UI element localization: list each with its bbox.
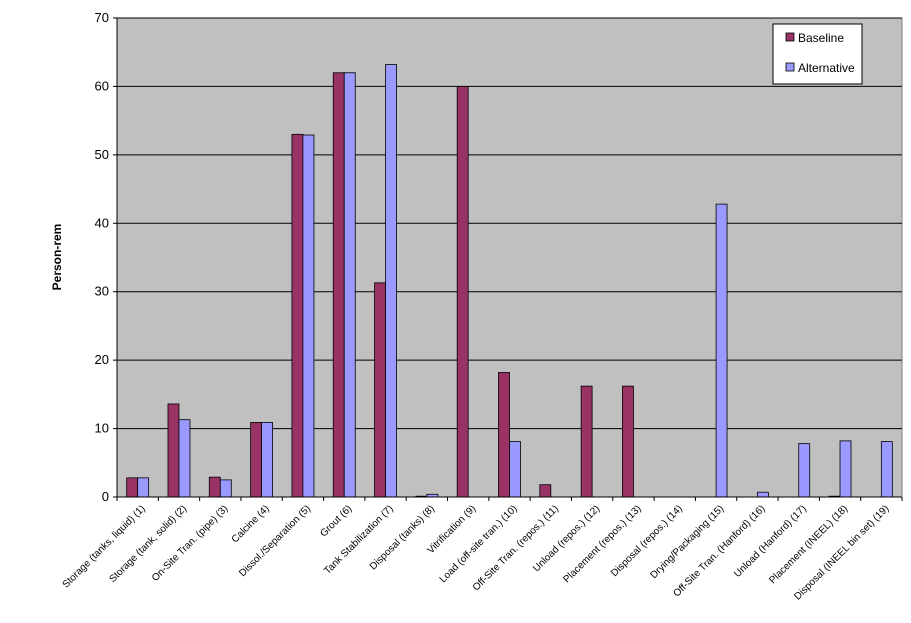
bar-baseline-1 bbox=[126, 477, 139, 498]
bar-alternative-18 bbox=[839, 440, 852, 498]
bar-alternative-16 bbox=[756, 491, 769, 498]
bar-baseline-10 bbox=[498, 372, 510, 498]
bar-baseline-5 bbox=[291, 133, 304, 498]
x-tick-label: Dissol./Separation (5) bbox=[237, 503, 313, 579]
x-tick-label: Calcine (4) bbox=[230, 503, 272, 545]
x-tick-label: On-Site Tran. (pipe) (3) bbox=[150, 503, 230, 583]
legend-label-alternative: Alternative bbox=[798, 61, 855, 75]
bar-alternative-10 bbox=[509, 441, 521, 498]
legend-swatch-baseline bbox=[785, 32, 795, 42]
bar-baseline-3 bbox=[208, 476, 221, 498]
x-tick-labels: Storage (tanks, liquid) (1)Storage (tank… bbox=[61, 497, 903, 602]
bar-alternative-3 bbox=[219, 479, 232, 498]
x-tick-label: Placement (repos.) (13) bbox=[562, 503, 644, 585]
x-tick-label: Load (off-site tran.) (10) bbox=[438, 503, 520, 585]
y-tick-label: 70 bbox=[95, 10, 109, 25]
x-tick-label: Placement (INEEL) (18) bbox=[767, 503, 850, 586]
legend-label-baseline: Baseline bbox=[798, 31, 844, 45]
bar-baseline-2 bbox=[167, 403, 180, 498]
y-tick-label: 60 bbox=[95, 78, 109, 93]
bar-alternative-1 bbox=[137, 477, 150, 498]
bar-baseline-12 bbox=[580, 385, 593, 498]
y-tick-label: 20 bbox=[95, 352, 109, 367]
bar-baseline-9 bbox=[456, 86, 469, 498]
y-tick-label: 10 bbox=[95, 421, 109, 436]
y-tick-label: 30 bbox=[95, 284, 109, 299]
gridlines bbox=[117, 17, 902, 430]
bar-baseline-11 bbox=[539, 484, 552, 498]
legend-swatch-alternative bbox=[785, 62, 795, 72]
x-tick-label: Unload (Hanford) (17) bbox=[732, 503, 809, 580]
bar-alternative-15 bbox=[715, 203, 728, 498]
x-tick-label: Tank Stabilization (7) bbox=[322, 503, 395, 576]
y-tick-label: 40 bbox=[95, 215, 109, 230]
y-axis-label: Person-rem bbox=[50, 224, 64, 291]
bar-alternative-7 bbox=[385, 64, 397, 498]
bar-baseline-6 bbox=[332, 72, 345, 498]
y-tick-label: 0 bbox=[102, 489, 109, 504]
y-tick-label: 50 bbox=[95, 147, 109, 162]
bar-alternative-2 bbox=[178, 419, 191, 498]
bar-alternative-4 bbox=[261, 422, 274, 498]
x-tick-label: Storage (tanks, liquid) (1) bbox=[61, 503, 148, 590]
x-tick-label: Disposal (repos.) (14) bbox=[609, 503, 685, 579]
axes bbox=[116, 18, 902, 498]
bar-alternative-6 bbox=[343, 72, 356, 498]
bar-alternative-17 bbox=[798, 443, 811, 498]
bar-alternative-19 bbox=[880, 441, 893, 498]
x-tick-label: Storage (tank, solid) (2) bbox=[107, 503, 189, 585]
y-tick-labels: 0 10 20 30 40 50 60 70 bbox=[95, 10, 117, 504]
bar-baseline-7 bbox=[374, 282, 386, 498]
bar-baseline-4 bbox=[250, 422, 263, 498]
bar-baseline-13 bbox=[622, 385, 634, 498]
x-tick-label: Grout (6) bbox=[318, 503, 354, 539]
bar-alternative-5 bbox=[302, 134, 315, 498]
legend: Baseline Alternative bbox=[772, 23, 863, 85]
x-tick-label: Off-Site Tran. (repos.) (11) bbox=[471, 503, 561, 593]
x-tick-label: Drying/Packaging (15) bbox=[648, 503, 726, 581]
